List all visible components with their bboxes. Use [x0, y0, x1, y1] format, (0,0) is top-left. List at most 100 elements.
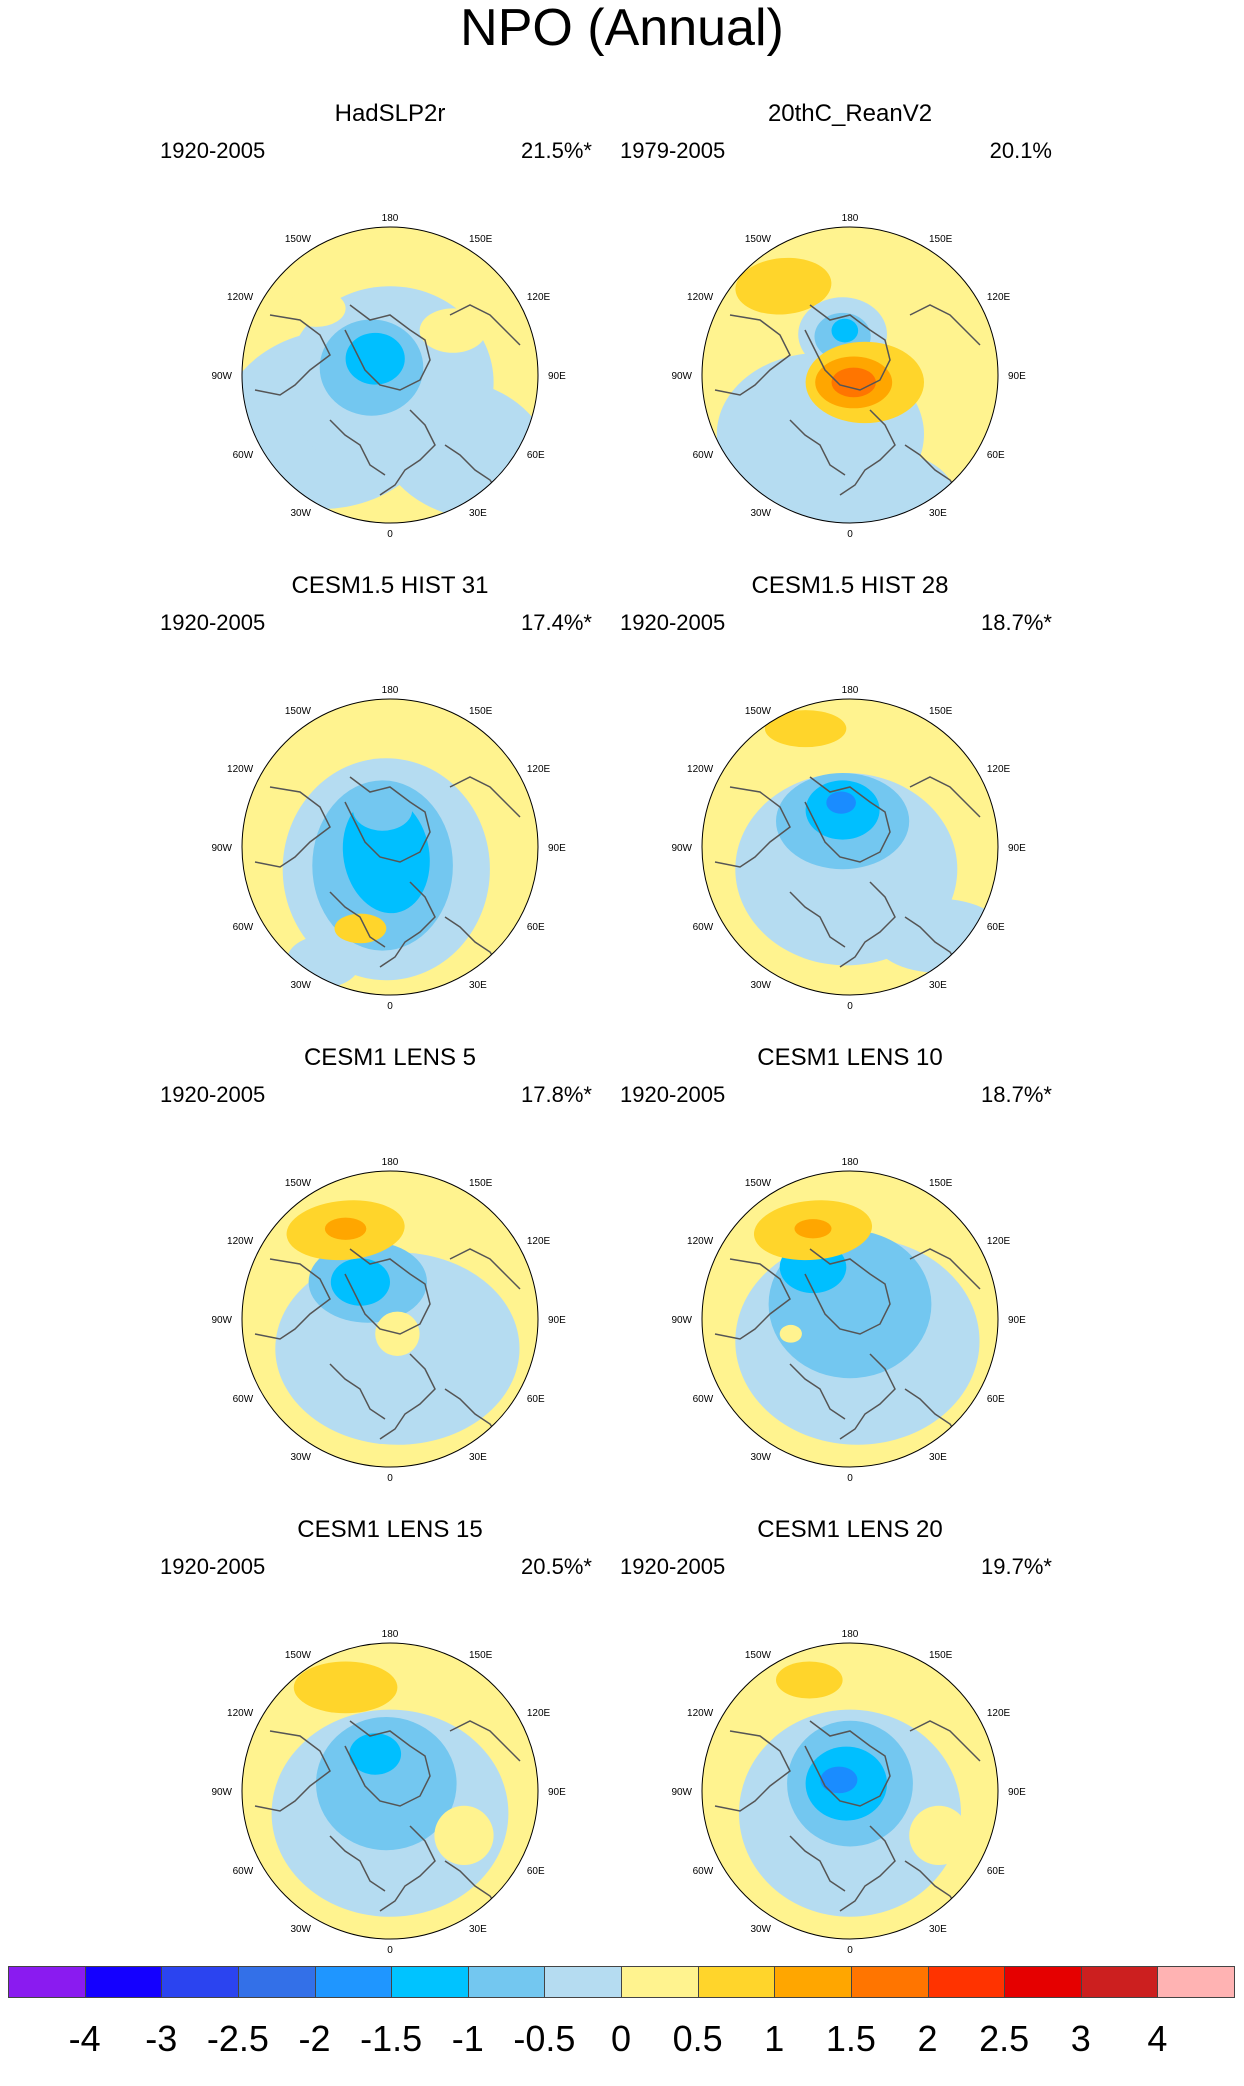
longitude-label: 0 [847, 1945, 853, 1956]
panel-variance: 17.8%* [521, 1082, 592, 1107]
longitude-label: 150W [285, 234, 312, 245]
colorbar-swatch [850, 1966, 929, 1998]
longitude-label: 120E [987, 292, 1011, 303]
longitude-label: 150E [929, 706, 953, 717]
longitude-label: 60W [693, 1866, 714, 1877]
map-boundary [701, 226, 999, 524]
coastline [909, 776, 981, 818]
longitude-label: 30E [929, 1924, 947, 1935]
anomaly-contour [779, 1324, 802, 1343]
longitude-label: 90W [211, 371, 232, 382]
colorbar-swatch [697, 1966, 776, 1998]
panel-period: 1920-2005 [160, 1082, 266, 1107]
coastline [789, 1835, 846, 1892]
longitude-label: 90E [548, 371, 566, 382]
anomaly-contour [434, 1805, 494, 1865]
longitude-label: 150E [469, 706, 493, 717]
panel-title: CESM1 LENS 15 [297, 1516, 483, 1543]
panel-variance: 17.4%* [521, 610, 592, 635]
longitude-label: 90E [548, 1787, 566, 1798]
longitude-label: 60E [527, 450, 545, 461]
coastline [839, 1825, 896, 1912]
longitude-label: 60W [233, 1394, 254, 1405]
longitude-label: 180 [842, 213, 859, 224]
map-panel: 180 150E 120E 90E 60E 30E 0 30W 60W 90W 120W 150W CE… [620, 1516, 1080, 1986]
coastline [329, 891, 386, 948]
longitude-label: 30E [469, 980, 487, 991]
longitude-label: 90E [548, 843, 566, 854]
coastline [909, 1248, 981, 1290]
anomaly-contour [735, 257, 832, 315]
panel-variance: 19.7%* [981, 1554, 1052, 1579]
colorbar-swatch [774, 1966, 852, 1998]
colorbar-swatch [237, 1966, 316, 1998]
panel-title: HadSLP2r [334, 100, 446, 127]
anomaly-contour [345, 332, 405, 385]
longitude-label: 0 [847, 529, 853, 540]
colorbar-tick-label: -1.5 [360, 2018, 423, 2059]
longitude-label: 180 [842, 1629, 859, 1640]
longitude-label: 0 [387, 1001, 393, 1012]
longitude-label: 60W [693, 922, 714, 933]
longitude-label: 120W [687, 1236, 714, 1247]
map-boundary [701, 698, 999, 996]
longitude-label: 120W [227, 292, 254, 303]
longitude-label: 120E [987, 1708, 1011, 1719]
longitude-label: 0 [847, 1473, 853, 1484]
coastline [449, 776, 521, 818]
longitude-label: 60E [987, 1394, 1005, 1405]
longitude-label: 30E [929, 1452, 947, 1463]
colorbar-swatch [1080, 1966, 1159, 1998]
anomaly-contour [909, 1805, 969, 1865]
coastline [329, 1363, 386, 1420]
longitude-label: 120E [527, 292, 551, 303]
colorbar-swatch [544, 1966, 622, 1998]
longitude-label: 60W [693, 450, 714, 461]
polar-map: 180 150E 120E 90E 60E 30E 0 30W 60W 90W 120W 150W [211, 685, 566, 1012]
longitude-label: 30W [290, 1924, 311, 1935]
colorbar-swatch [1157, 1966, 1235, 1998]
longitude-label: 120E [987, 1236, 1011, 1247]
longitude-label: 30W [750, 1452, 771, 1463]
polar-map: 180 150E 120E 90E 60E 30E 0 30W 60W 90W 120W 150W [211, 1157, 566, 1484]
coastline [804, 304, 891, 391]
figure-title: NPO (Annual) [460, 0, 784, 57]
coastline [714, 786, 791, 868]
longitude-label: 90W [671, 843, 692, 854]
longitude-label: 30W [290, 1452, 311, 1463]
coastline [714, 314, 791, 396]
longitude-label: 60E [527, 1866, 545, 1877]
colorbar-tick-label: 0.5 [672, 2018, 723, 2059]
longitude-label: 90E [1008, 1787, 1026, 1798]
coastline [804, 776, 891, 863]
anomaly-contour [349, 1733, 402, 1775]
longitude-label: 90E [1008, 371, 1026, 382]
polar-map: 180 150E 120E 90E 60E 30E 0 30W 60W 90W 120W 150W [671, 685, 1026, 1012]
longitude-label: 150W [285, 1178, 312, 1189]
longitude-label: 150E [469, 1650, 493, 1661]
colorbar-tick-label: -3 [145, 2018, 178, 2059]
longitude-label: 180 [382, 213, 399, 224]
panel-period: 1979-2005 [620, 138, 726, 163]
longitude-label: 60E [987, 1866, 1005, 1877]
longitude-label: 90W [671, 1315, 692, 1326]
colorbar-tick-label: -2 [298, 2018, 331, 2059]
longitude-label: 60E [527, 922, 545, 933]
coastline [909, 1720, 981, 1762]
panel-period: 1920-2005 [620, 1554, 726, 1579]
longitude-label: 60W [233, 1866, 254, 1877]
longitude-label: 120E [527, 764, 551, 775]
map-panel: 180 150E 120E 90E 60E 30E 0 30W 60W 90W 120W 150W 20… [620, 100, 1080, 570]
longitude-label: 30E [469, 1924, 487, 1935]
longitude-label: 150E [469, 1178, 493, 1189]
longitude-label: 90W [671, 1787, 692, 1798]
panel-variance: 20.1% [989, 138, 1052, 163]
panel-title: CESM1 LENS 5 [303, 1044, 477, 1071]
anomaly-contour [831, 318, 859, 343]
longitude-label: 60W [233, 450, 254, 461]
anomaly-contour [794, 1219, 832, 1239]
panel-variance: 18.7%* [981, 610, 1052, 635]
coastline [254, 1730, 331, 1812]
longitude-label: 120E [527, 1236, 551, 1247]
map-panel: 180 150E 120E 90E 60E 30E 0 30W 60W 90W 120W 150W CE… [620, 572, 1080, 1042]
